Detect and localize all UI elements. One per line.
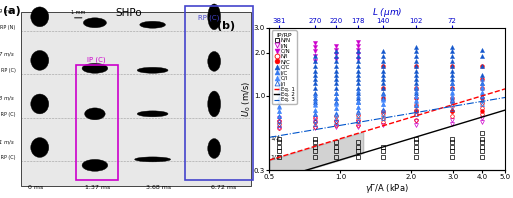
- Bar: [185, 6, 252, 180]
- Text: $U_0$ = 0.59 m/s: $U_0$ = 0.59 m/s: [0, 7, 15, 16]
- Ellipse shape: [82, 159, 108, 171]
- Text: 3.68 ms: 3.68 ms: [147, 185, 171, 190]
- Bar: [75, 65, 118, 180]
- Text: $U_0$ = 1.61 m/s: $U_0$ = 1.61 m/s: [0, 138, 15, 147]
- Ellipse shape: [31, 94, 49, 114]
- Y-axis label: $U_0$ (m/s): $U_0$ (m/s): [240, 81, 252, 117]
- Ellipse shape: [85, 108, 105, 120]
- Text: IP (C) / RP (C): IP (C) / RP (C): [0, 155, 15, 160]
- Text: $U_0$ = 1.13 m/s: $U_0$ = 1.13 m/s: [0, 94, 15, 103]
- Text: 0 ms: 0 ms: [28, 185, 44, 190]
- Ellipse shape: [31, 50, 49, 70]
- Ellipse shape: [208, 91, 221, 117]
- Ellipse shape: [137, 67, 168, 73]
- Text: $U_0$ = 0.97 m/s: $U_0$ = 0.97 m/s: [0, 51, 15, 59]
- Text: IP (C): IP (C): [87, 56, 106, 63]
- Ellipse shape: [83, 18, 107, 28]
- Ellipse shape: [31, 7, 49, 27]
- X-axis label: $\gamma\Gamma$/A (kPa): $\gamma\Gamma$/A (kPa): [365, 182, 409, 195]
- Ellipse shape: [140, 21, 165, 28]
- Text: (b): (b): [218, 21, 235, 31]
- Text: IP (N) / RP (N): IP (N) / RP (N): [0, 25, 15, 30]
- Ellipse shape: [31, 138, 49, 157]
- Ellipse shape: [208, 4, 221, 30]
- Text: 1.37 ms: 1.37 ms: [85, 185, 110, 190]
- Bar: [21, 12, 251, 186]
- Ellipse shape: [208, 139, 221, 158]
- Text: SHPo: SHPo: [115, 8, 142, 18]
- Text: 1/2: 1/2: [270, 135, 280, 140]
- Text: 1/3: 1/3: [270, 154, 280, 159]
- Ellipse shape: [137, 111, 168, 117]
- Text: 6.72 ms: 6.72 ms: [210, 185, 236, 190]
- Ellipse shape: [82, 63, 108, 73]
- Text: RP (C): RP (C): [198, 15, 219, 21]
- Text: 1 mm: 1 mm: [71, 10, 86, 15]
- X-axis label: $L$ (μm): $L$ (μm): [372, 6, 403, 19]
- Ellipse shape: [208, 51, 221, 71]
- Legend: N/N, I/N, C/N, N/I, N/C, C/C, I/C, C/I, I/I, Eq. 1, Eq. 2, Eq. 3: N/N, I/N, C/N, N/I, N/C, C/C, I/C, C/I, …: [272, 30, 297, 104]
- Text: IP (C) / RP (C): IP (C) / RP (C): [0, 112, 15, 117]
- Ellipse shape: [134, 157, 170, 162]
- Text: IP (N) / RP (C): IP (N) / RP (C): [0, 68, 15, 73]
- Text: (a): (a): [3, 6, 21, 16]
